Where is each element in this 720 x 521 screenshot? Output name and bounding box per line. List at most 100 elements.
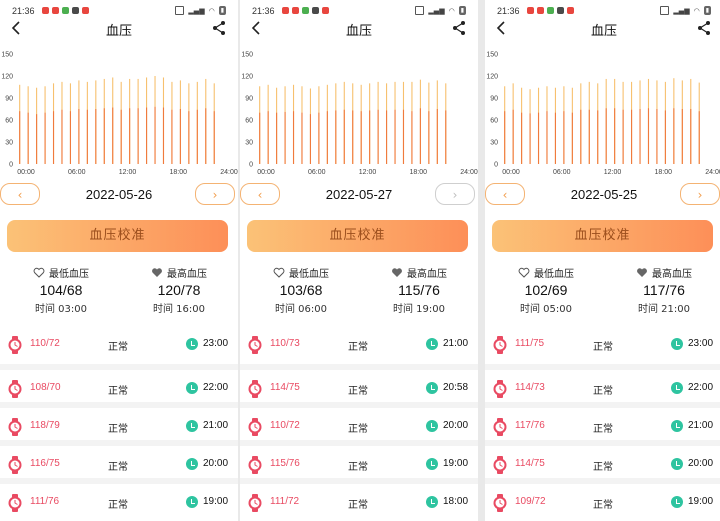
y-tick-label: 0 xyxy=(249,162,253,169)
x-tick-label: 18:00 xyxy=(654,169,672,176)
system-icons: ▂▄▆ ◠ ▮ xyxy=(175,6,226,15)
back-arrow-icon[interactable] xyxy=(495,21,507,35)
watch-icon xyxy=(493,456,507,474)
status-time: 21:36 xyxy=(497,6,520,16)
x-tick-label: 12:00 xyxy=(359,169,377,176)
record-time: 19:00 xyxy=(688,496,714,507)
bp-record-row[interactable]: 111/72 正常 18:00 xyxy=(240,478,478,516)
next-day-button[interactable]: › xyxy=(680,183,720,205)
clock-icon xyxy=(186,338,198,350)
bp-record-row[interactable]: 108/70 正常 22:00 xyxy=(0,364,238,402)
bp-status: 正常 xyxy=(593,462,613,473)
bp-record-row[interactable]: 114/75 正常 20:58 xyxy=(240,364,478,402)
bp-record-row[interactable]: 110/72 正常 23:00 xyxy=(0,326,238,364)
min-bp-value: 103/68 xyxy=(279,282,323,298)
back-arrow-icon[interactable] xyxy=(250,21,262,35)
vibrate-icon xyxy=(415,6,425,15)
min-bp-time: 时间 03:00 xyxy=(35,304,87,315)
record-time: 18:00 xyxy=(443,496,469,507)
back-arrow-icon[interactable] xyxy=(10,21,22,35)
y-tick-label: 120 xyxy=(241,74,253,81)
max-bp-time: 时间 21:00 xyxy=(638,304,690,315)
bp-status: 正常 xyxy=(593,500,613,511)
max-bp-summary: 最高血压 115/76 时间 19:00 xyxy=(364,262,474,315)
bp-record-row[interactable]: 111/75 正常 23:00 xyxy=(485,326,720,364)
share-icon[interactable] xyxy=(696,20,712,36)
y-tick-label: 60 xyxy=(5,118,13,125)
x-tick-label: 24:00 xyxy=(220,169,238,176)
system-icons: ▂▄▆ ◠ ▮ xyxy=(415,6,466,15)
y-tick-label: 0 xyxy=(494,162,498,169)
bp-reading: 110/73 xyxy=(270,338,300,349)
bp-calibration-button[interactable]: 血压校准 xyxy=(247,220,468,252)
heart-outline-icon xyxy=(518,267,530,278)
y-tick-label: 30 xyxy=(5,140,13,147)
bp-bar-chart: 0 30 60 90 120 150 00:00 06:00 12:00 18:00 24:00 xyxy=(241,52,478,177)
bp-record-row[interactable]: 109/72 正常 19:00 xyxy=(485,478,720,516)
watch-icon xyxy=(493,336,507,354)
bp-calibration-button[interactable]: 血压校准 xyxy=(492,220,713,252)
x-tick-label: 06:00 xyxy=(308,169,326,176)
prev-day-button[interactable]: ‹ xyxy=(240,183,280,205)
next-day-button[interactable]: › xyxy=(435,183,475,205)
selected-date: 2022-05-27 xyxy=(325,187,393,202)
record-time: 23:00 xyxy=(688,338,714,349)
prev-day-button[interactable]: ‹ xyxy=(0,183,40,205)
share-icon[interactable] xyxy=(451,20,467,36)
bp-record-row[interactable]: 110/73 正常 21:00 xyxy=(240,326,478,364)
watch-icon xyxy=(248,380,262,398)
x-tick-label: 24:00 xyxy=(705,169,720,176)
bp-record-row[interactable]: 114/75 正常 20:00 xyxy=(485,440,720,478)
next-day-button[interactable]: › xyxy=(195,183,235,205)
bp-record-row[interactable]: 117/76 正常 21:00 xyxy=(485,402,720,440)
y-tick-label: 0 xyxy=(9,162,13,169)
bp-record-list: 111/75 正常 23:00 114/73 正常 22:00 117/76 正常 21:00 1… xyxy=(485,326,720,516)
bp-reading: 115/76 xyxy=(270,458,300,469)
screen-panel-2: 21:36 ▂▄▆ ◠ ▮ 血压 0 30 60 90 120 150 00:00 06:00… xyxy=(240,0,478,521)
watch-icon xyxy=(248,418,262,436)
y-tick-label: 120 xyxy=(486,74,498,81)
y-tick-label: 150 xyxy=(1,52,13,59)
page-title: 血压 xyxy=(345,24,372,39)
min-bp-summary: 最低血压 102/69 时间 05:00 xyxy=(491,262,601,315)
bp-status: 正常 xyxy=(108,462,128,473)
bp-reading: 111/72 xyxy=(270,496,300,507)
x-tick-label: 00:00 xyxy=(17,169,35,176)
status-bar: 21:36 ▂▄▆ ◠ ▮ xyxy=(0,0,238,22)
bp-record-row[interactable]: 110/72 正常 20:00 xyxy=(240,402,478,440)
app-header: 血压 xyxy=(240,14,478,42)
x-tick-label: 06:00 xyxy=(68,169,86,176)
bp-record-row[interactable]: 115/76 正常 19:00 xyxy=(240,440,478,478)
share-icon[interactable] xyxy=(211,20,227,36)
record-time: 23:00 xyxy=(203,338,229,349)
watch-icon xyxy=(8,336,22,354)
prev-day-button[interactable]: ‹ xyxy=(485,183,525,205)
bp-reading: 114/75 xyxy=(270,382,300,393)
max-bp-label: 最高血压 xyxy=(652,268,692,280)
watch-icon xyxy=(493,418,507,436)
watch-icon xyxy=(248,336,262,354)
watch-icon xyxy=(8,418,22,436)
bp-record-row[interactable]: 114/73 正常 22:00 xyxy=(485,364,720,402)
x-tick-label: 18:00 xyxy=(409,169,427,176)
bp-record-row[interactable]: 118/79 正常 21:00 xyxy=(0,402,238,440)
record-time: 20:00 xyxy=(203,458,229,469)
bp-calibration-button[interactable]: 血压校准 xyxy=(7,220,228,252)
screen-panel-3: 21:36 ▂▄▆ ◠ ▮ 血压 0 30 60 90 120 150 00:00 06:00… xyxy=(485,0,720,521)
watch-icon xyxy=(8,494,22,512)
min-bp-value: 104/68 xyxy=(39,282,83,298)
min-bp-label: 最低血压 xyxy=(534,268,574,280)
x-tick-label: 24:00 xyxy=(460,169,478,176)
clock-icon xyxy=(671,420,683,432)
bp-status: 正常 xyxy=(593,342,613,353)
bp-record-row[interactable]: 111/76 正常 19:00 xyxy=(0,478,238,516)
bp-record-list: 110/73 正常 21:00 114/75 正常 20:58 110/72 正常 20:00 1… xyxy=(240,326,478,516)
bp-status: 正常 xyxy=(593,424,613,435)
vibrate-icon xyxy=(660,6,670,15)
wifi-icon: ◠ xyxy=(208,6,215,15)
bp-reading: 111/75 xyxy=(515,338,545,349)
battery-icon: ▮ xyxy=(218,6,226,15)
bp-record-row[interactable]: 116/75 正常 20:00 xyxy=(0,440,238,478)
clock-icon xyxy=(671,338,683,350)
max-bp-value: 120/78 xyxy=(157,282,201,298)
